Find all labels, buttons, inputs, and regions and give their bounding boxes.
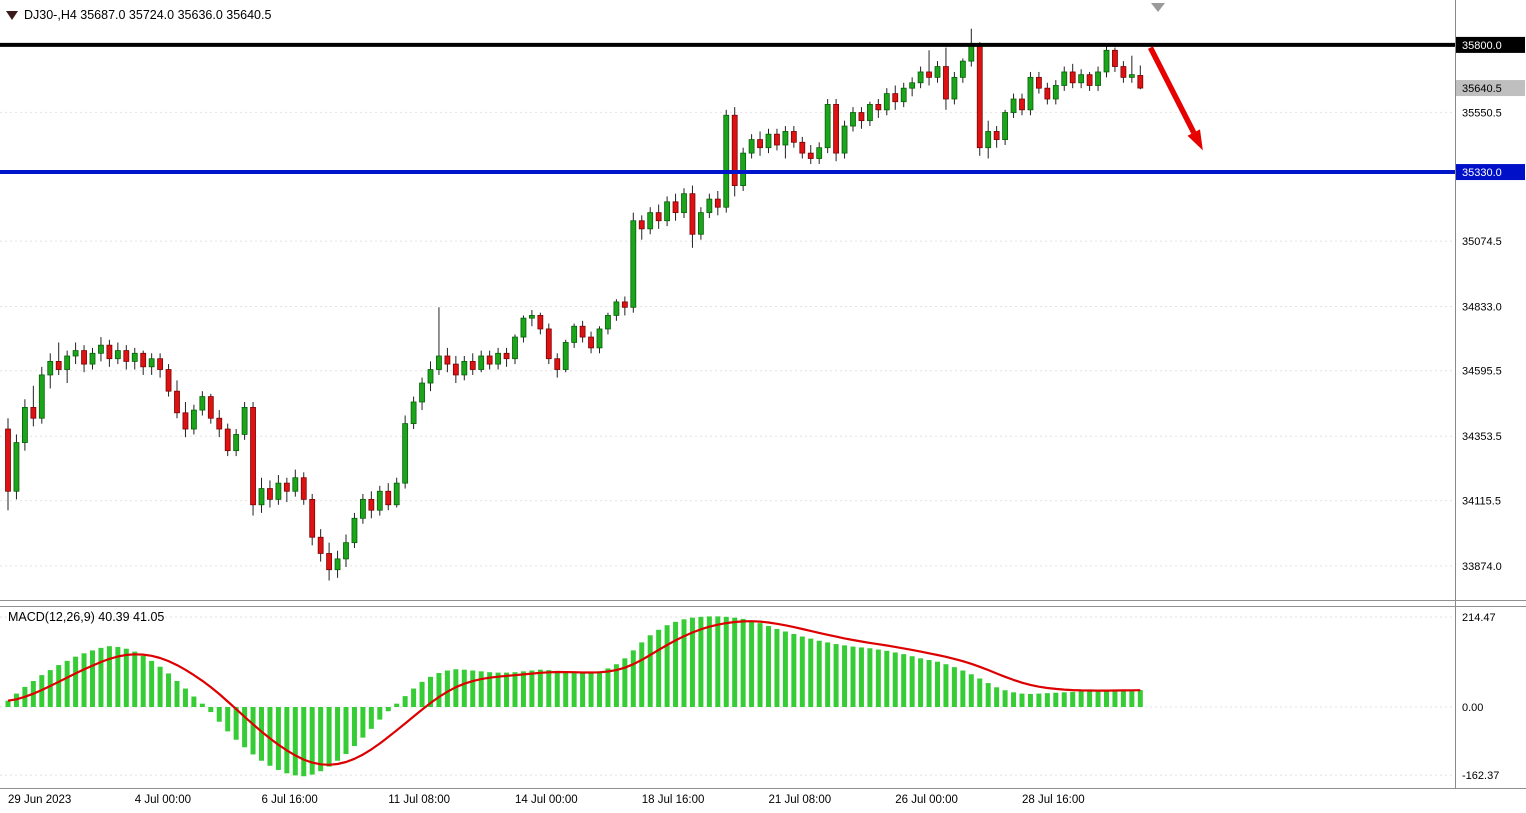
svg-text:34115.5: 34115.5 — [1462, 496, 1501, 508]
svg-text:35640.5: 35640.5 — [1462, 83, 1502, 95]
svg-text:21 Jul 08:00: 21 Jul 08:00 — [769, 794, 832, 806]
chart-shift-icon[interactable] — [1151, 3, 1165, 12]
svg-text:35330.0: 35330.0 — [1462, 167, 1502, 179]
time-axis[interactable]: 29 Jun 2023 4 Jul 00:00 6 Jul 16:00 11 Jul … — [8, 794, 1085, 806]
macd-indicator-label: MACD(12,26,9) 40.39 41.05 — [8, 610, 165, 624]
macd-signal-line — [7, 620, 1141, 766]
svg-text:18 Jul 16:00: 18 Jul 16:00 — [642, 794, 705, 806]
svg-text:35800.0: 35800.0 — [1462, 40, 1502, 52]
symbol-marker-icon — [6, 10, 18, 20]
candlestick-series[interactable] — [5, 28, 1144, 581]
svg-text:28 Jul 16:00: 28 Jul 16:00 — [1022, 794, 1085, 806]
svg-text:6 Jul 16:00: 6 Jul 16:00 — [262, 794, 318, 806]
svg-text:4 Jul 00:00: 4 Jul 00:00 — [135, 794, 191, 806]
support-price-badge: 35330.0 — [1456, 164, 1525, 181]
svg-text:33874.0: 33874.0 — [1462, 561, 1502, 573]
svg-text:35550.5: 35550.5 — [1462, 107, 1502, 119]
svg-text:14 Jul 00:00: 14 Jul 00:00 — [515, 794, 578, 806]
down-arrow-annotation[interactable] — [1147, 46, 1203, 151]
current-price-badge: 35640.5 — [1456, 80, 1525, 97]
price-axis[interactable]: 35550.5 35074.5 34833.0 34595.5 34353.5 34115… — [1456, 36, 1525, 573]
svg-text:-162.37: -162.37 — [1462, 770, 1499, 782]
svg-text:26 Jul 00:00: 26 Jul 00:00 — [895, 794, 958, 806]
svg-text:34833.0: 34833.0 — [1462, 301, 1502, 313]
quote-text: DJ30-,H4 35687.0 35724.0 35636.0 35640.5 — [24, 8, 272, 22]
svg-text:34595.5: 34595.5 — [1462, 366, 1502, 378]
svg-text:0.00: 0.00 — [1462, 702, 1483, 714]
svg-text:214.47: 214.47 — [1462, 612, 1496, 624]
macd-axis[interactable]: 214.47 0.00 -162.37 — [1462, 612, 1499, 782]
resistance-price-badge: 35800.0 — [1456, 36, 1525, 53]
svg-text:34353.5: 34353.5 — [1462, 431, 1502, 443]
quote-line: DJ30-,H4 35687.0 35724.0 35636.0 35640.5 — [6, 8, 271, 22]
svg-text:11 Jul 08:00: 11 Jul 08:00 — [388, 794, 450, 806]
svg-text:29 Jun 2023: 29 Jun 2023 — [8, 794, 71, 806]
svg-text:35074.5: 35074.5 — [1462, 236, 1502, 248]
